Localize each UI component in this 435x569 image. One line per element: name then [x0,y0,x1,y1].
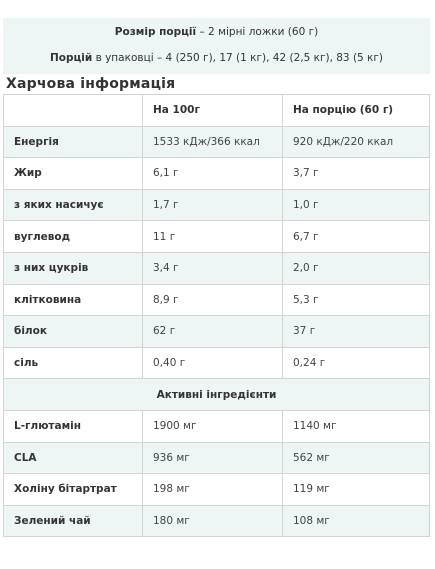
header-cell-empty [3,94,143,127]
active-ingredients-subheader: Активні інгредієнти [3,378,430,411]
value-per-serving: 0,24 г [282,346,430,380]
value-per-serving: 1,0 г [282,188,430,222]
value-per-100g: 62 г [142,315,283,348]
value-per-serving: 1140 мг [282,409,430,443]
table-row: вуглевод 11 г 6,7 г [3,220,430,253]
serving-size-value: – 2 мірні ложки (60 г) [196,26,319,38]
value-per-100g: 11 г [142,220,283,253]
portions-line: Порцій в упаковці – 4 (250 г), 17 (1 кг)… [3,52,430,64]
value-per-100g: 936 мг [142,441,283,475]
value-per-100g: 1533 кДж/366 ккал [142,125,283,159]
table-row: L-глютамін 1900 мг 1140 мг [3,409,430,443]
table-header-row: На 100г На порцію (60 г) [3,94,430,127]
nutrient-name: клітковина [3,283,143,317]
value-per-serving: 920 кДж/220 ккал [282,125,430,159]
value-per-serving: 108 мг [282,504,430,538]
nutrient-name: вуглевод [3,220,143,253]
section-title: Харчова інформація [6,76,176,92]
portions-label: Порцій [49,52,93,64]
serving-size-label: Розмір порції [114,26,197,38]
value-per-100g: 1,7 г [142,188,283,222]
nutrient-name: білок [3,315,143,348]
value-per-serving: 119 мг [282,473,430,506]
value-per-100g: 1900 мг [142,409,283,443]
value-per-100g: 6,1 г [142,157,283,190]
value-per-serving: 2,0 г [282,251,430,285]
ingredient-name: L-глютамін [3,409,143,443]
value-per-serving: 37 г [282,315,430,348]
value-per-serving: 562 мг [282,441,430,475]
nutrient-name: сіль [3,346,143,380]
nutrient-name: з них цукрів [3,251,143,285]
value-per-100g: 3,4 г [142,251,283,285]
table-row: сіль 0,40 г 0,24 г [3,346,430,380]
table-row: Зелений чай 180 мг 108 мг [3,504,430,538]
value-per-serving: 6,7 г [282,220,430,253]
value-per-100g: 8,9 г [142,283,283,317]
table-row: білок 62 г 37 г [3,315,430,348]
table-row: з них цукрів 3,4 г 2,0 г [3,251,430,285]
table-row: з яких насичує 1,7 г 1,0 г [3,188,430,222]
active-ingredients-subheader-row: Активні інгредієнти [3,378,430,411]
ingredient-name: CLA [3,441,143,475]
value-per-serving: 5,3 г [282,283,430,317]
value-per-100g: 180 мг [142,504,283,538]
table-row: клітковина 8,9 г 5,3 г [3,283,430,317]
header-cell-per-serving: На порцію (60 г) [282,94,430,127]
ingredient-name: Холіну бітартрат [3,473,143,506]
serving-info-box: Розмір порції – 2 мірні ложки (60 г) Пор… [3,18,430,74]
value-per-serving: 3,7 г [282,157,430,190]
value-per-100g: 0,40 г [142,346,283,380]
table-row: Холіну бітартрат 198 мг 119 мг [3,473,430,506]
table-row: Жир 6,1 г 3,7 г [3,157,430,190]
table-row: CLA 936 мг 562 мг [3,441,430,475]
nutrient-name: Жир [3,157,143,190]
nutrient-name: Енергія [3,125,143,159]
serving-size-line: Розмір порції – 2 мірні ложки (60 г) [3,26,430,38]
table-row: Енергія 1533 кДж/366 ккал 920 кДж/220 кк… [3,125,430,159]
ingredient-name: Зелений чай [3,504,143,538]
nutrition-table: На 100г На порцію (60 г) Енергія 1533 кД… [3,94,430,538]
portions-value: в упаковці – 4 (250 г), 17 (1 кг), 42 (2… [92,52,384,64]
header-cell-per-100g: На 100г [142,94,283,127]
nutrient-name: з яких насичує [3,188,143,222]
value-per-100g: 198 мг [142,473,283,506]
